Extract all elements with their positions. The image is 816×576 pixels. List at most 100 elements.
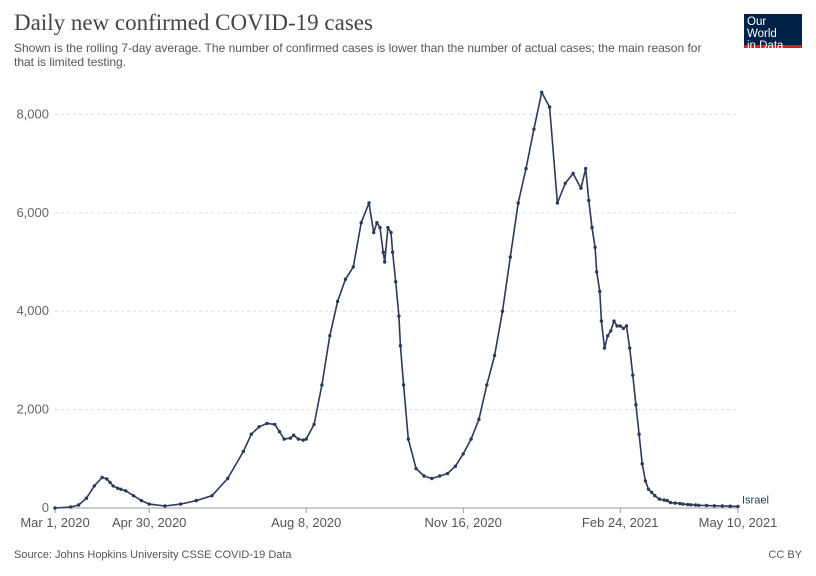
data-point-100 (662, 498, 666, 502)
x-tick-label-0: Mar 1, 2020 (20, 515, 89, 530)
data-point-106 (686, 502, 690, 507)
data-point-110 (704, 503, 709, 508)
data-point-45 (386, 225, 390, 230)
data-point-10 (119, 487, 123, 491)
data-point-23 (265, 421, 269, 426)
data-point-5 (100, 475, 104, 480)
data-point-97 (649, 490, 654, 494)
data-point-63 (492, 353, 497, 358)
data-point-94 (640, 462, 644, 466)
data-point-54 (422, 474, 426, 478)
y-tick-label-0: 0 (42, 500, 49, 515)
data-point-82 (602, 346, 607, 350)
data-point-102 (668, 500, 673, 505)
data-point-43 (381, 250, 385, 254)
data-point-33 (320, 383, 324, 387)
data-point-69 (540, 90, 544, 95)
data-point-52 (406, 437, 410, 441)
data-point-70 (547, 105, 552, 109)
data-point-109 (697, 503, 701, 507)
data-point-46 (389, 230, 393, 235)
data-point-85 (612, 319, 616, 323)
data-point-93 (637, 432, 641, 436)
data-point-56 (438, 474, 442, 478)
data-point-53 (414, 466, 418, 471)
logo-line1: Our World (747, 16, 777, 40)
data-point-98 (653, 494, 657, 498)
data-point-29 (296, 437, 301, 441)
data-point-66 (516, 201, 520, 205)
data-point-55 (430, 476, 434, 481)
data-point-22 (257, 425, 261, 429)
data-point-25 (277, 430, 282, 434)
data-point-28 (292, 433, 296, 437)
data-point-77 (590, 225, 594, 230)
data-point-78 (593, 245, 597, 249)
data-point-4 (92, 484, 97, 488)
data-point-21 (249, 432, 253, 436)
owid-logo[interactable]: Our World in Data (744, 14, 802, 52)
data-point-9 (116, 486, 120, 490)
license-note[interactable]: CC BY (768, 549, 802, 561)
data-point-95 (643, 479, 648, 483)
data-point-42 (378, 225, 382, 230)
data-point-87 (618, 324, 622, 328)
series-line-0 (54, 91, 739, 509)
data-point-19 (226, 476, 230, 481)
data-point-74 (579, 186, 583, 190)
data-point-91 (631, 373, 635, 377)
data-point-20 (241, 449, 246, 454)
data-point-83 (606, 334, 610, 338)
data-point-17 (194, 498, 198, 503)
data-point-32 (312, 422, 316, 427)
data-point-2 (76, 503, 81, 507)
data-point-6 (105, 477, 109, 481)
data-point-36 (343, 277, 348, 281)
data-point-73 (571, 171, 575, 176)
data-point-108 (693, 503, 698, 507)
logo-line2: in Data (747, 40, 784, 52)
data-point-58 (453, 464, 458, 468)
data-point-71 (555, 201, 560, 205)
data-point-90 (628, 346, 632, 350)
data-point-113 (728, 504, 732, 508)
data-point-37 (351, 265, 355, 269)
data-point-24 (273, 422, 277, 427)
source-note: Source: Johns Hopkins University CSSE CO… (14, 549, 292, 561)
data-point-112 (720, 504, 724, 508)
data-point-96 (646, 487, 651, 491)
data-point-3 (84, 496, 89, 500)
data-point-107 (689, 503, 693, 507)
data-point-67 (524, 166, 528, 171)
data-point-41 (375, 221, 379, 225)
data-point-31 (304, 437, 308, 441)
data-point-60 (469, 437, 473, 441)
data-point-48 (394, 280, 398, 284)
data-point-72 (563, 181, 567, 185)
data-point-50 (398, 344, 403, 348)
data-point-18 (210, 494, 214, 498)
data-point-79 (595, 270, 599, 274)
data-point-111 (712, 504, 717, 508)
data-point-40 (372, 230, 376, 235)
data-point-64 (500, 309, 505, 313)
x-tick-label-4: Feb 24, 2021 (582, 515, 659, 530)
data-point-34 (328, 334, 332, 338)
data-point-27 (288, 436, 293, 440)
data-point-65 (508, 255, 512, 259)
y-tick-label-3: 6,000 (16, 205, 49, 220)
data-point-75 (584, 166, 588, 171)
data-point-15 (163, 504, 167, 508)
data-point-12 (131, 494, 136, 498)
y-tick-label-4: 8,000 (16, 106, 49, 121)
x-tick-label-5: May 10, 2021 (699, 515, 778, 530)
data-point-92 (634, 403, 638, 407)
y-tick-label-1: 2,000 (16, 402, 49, 417)
data-point-114 (736, 504, 740, 509)
data-point-51 (401, 383, 406, 387)
data-point-103 (673, 501, 677, 505)
x-tick-label-1: Apr 30, 2020 (112, 515, 186, 530)
data-point-89 (624, 324, 629, 328)
data-point-26 (282, 437, 286, 441)
